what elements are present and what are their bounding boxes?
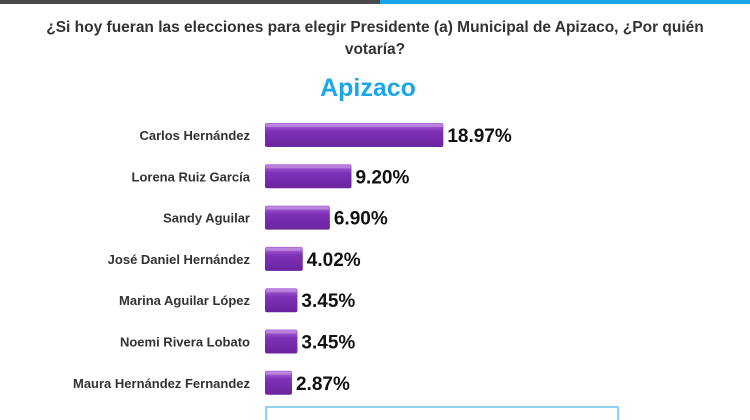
value-label: 9.20%	[355, 167, 409, 188]
value-label: 18.97%	[447, 126, 512, 147]
category-label: Noemi Rivera Lobato	[120, 335, 250, 350]
chart-title: Apizaco	[320, 74, 416, 102]
category-label: Carlos Hernández	[139, 128, 250, 143]
bar	[265, 123, 444, 147]
value-label: 6.90%	[334, 209, 388, 230]
bar	[265, 246, 303, 271]
strip-segment-dark	[0, 0, 380, 4]
bar-highlight	[266, 289, 297, 293]
strip-segment-light	[380, 0, 750, 4]
value-label: 3.45%	[301, 333, 355, 354]
bar-highlight	[266, 247, 302, 251]
category-label: Lorena Ruiz García	[132, 169, 251, 184]
bar	[265, 370, 292, 395]
bar	[265, 329, 298, 354]
survey-question: ¿Si hoy fueran las elecciones para elegi…	[46, 19, 704, 58]
category-label: José Daniel Hernández	[108, 252, 251, 267]
category-label: Marina Aguilar López	[119, 293, 250, 308]
bar	[265, 164, 352, 189]
category-label: Maura Hernández Fernandez	[73, 376, 250, 391]
bar-highlight	[266, 206, 329, 210]
bar	[265, 205, 330, 230]
value-label: 3.45%	[301, 291, 355, 312]
bar-highlight	[266, 330, 297, 334]
value-label: 4.02%	[307, 250, 361, 271]
bar-highlight	[266, 124, 443, 127]
bar	[265, 288, 298, 313]
bar-highlight	[266, 371, 291, 375]
value-label: 2.87%	[296, 374, 350, 395]
category-label: Sandy Aguilar	[163, 211, 250, 226]
bar-highlight	[266, 165, 351, 169]
bottom-panel-edge	[265, 406, 619, 420]
top-decorative-strip	[0, 0, 750, 4]
